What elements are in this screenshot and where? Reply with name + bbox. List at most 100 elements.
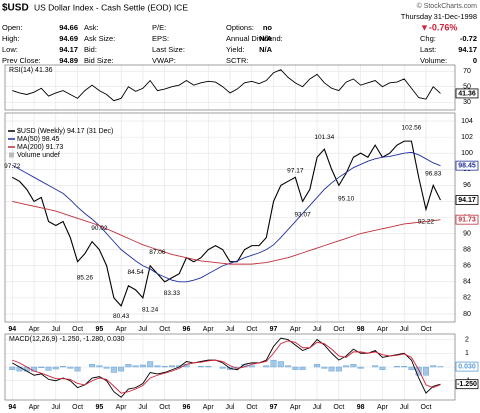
price-annotation: 97.17 <box>287 168 304 175</box>
y-tick-label: 70 <box>463 68 471 75</box>
histogram-bar <box>89 364 96 368</box>
x-tick-label: Apr <box>29 404 41 411</box>
x-tick-label: Jul <box>138 326 147 333</box>
histogram-bar <box>154 365 161 368</box>
histogram-bar <box>118 366 125 372</box>
x-tick-label: Apr <box>290 404 302 411</box>
y-tick-label: 30 <box>463 99 471 106</box>
histogram-bar <box>299 366 306 370</box>
legend-label: MA(50) 98.45 <box>17 136 60 143</box>
quote-label: VWAP: <box>152 56 176 65</box>
x-tick-label: Oct <box>72 404 83 411</box>
x-tick-label: Oct <box>421 326 432 333</box>
last-value-label: 91.73 <box>458 217 476 224</box>
summary-value: -0.72 <box>460 34 477 43</box>
x-tick-label: Jul <box>51 326 60 333</box>
price-annotation: 90.02 <box>91 225 108 232</box>
last-value-label: -1.250 <box>457 381 477 388</box>
x-tick-label: 97 <box>270 326 278 333</box>
x-tick-label: Jul <box>226 326 235 333</box>
quote-value: 94.17 <box>59 45 78 54</box>
quote-label: High: <box>2 34 20 43</box>
histogram-bar <box>277 361 284 368</box>
histogram-bar <box>168 365 175 368</box>
x-tick-label: Oct <box>333 326 344 333</box>
histogram-bar <box>38 366 45 368</box>
histogram-bar <box>45 366 52 371</box>
x-tick-label: Jul <box>400 404 409 411</box>
histogram-bar <box>60 366 67 368</box>
price-annotation: 80.43 <box>113 313 130 320</box>
histogram-bar <box>96 365 103 368</box>
legend-label: Volume undef <box>17 152 60 159</box>
x-tick-label: Apr <box>203 326 215 333</box>
x-tick-label: 96 <box>183 404 191 411</box>
quote-label: Ask Size: <box>84 34 115 43</box>
histogram-bar <box>9 366 16 370</box>
x-tick-label: Oct <box>246 326 257 333</box>
last-value-label: 94.17 <box>458 197 476 204</box>
histogram-bar <box>147 361 154 368</box>
summary-value: 94.17 <box>458 45 477 54</box>
legend-swatch <box>9 152 14 158</box>
histogram-bar <box>393 366 400 368</box>
histogram-bar <box>139 364 146 368</box>
price-annotation: 84.54 <box>128 269 145 276</box>
y-tick-label: 96 <box>463 182 471 189</box>
histogram-bar <box>343 365 350 368</box>
quote-value: 94.69 <box>59 34 78 43</box>
histogram-bar <box>263 365 270 368</box>
y-tick-label: 90 <box>463 230 471 237</box>
quote-value: no <box>263 23 273 32</box>
last-value-box <box>455 195 479 205</box>
panel-title: MACD(12,26,9) -1.250, -1.280, 0.030 <box>9 336 125 343</box>
series-line <box>12 151 441 283</box>
x-tick-label: 98 <box>357 404 365 411</box>
x-tick-label: Jul <box>51 404 60 411</box>
x-tick-label: Apr <box>29 326 41 333</box>
price-annotation: 96.83 <box>425 170 442 177</box>
quote-label: Last Size: <box>152 45 185 54</box>
histogram-bar <box>219 366 226 369</box>
quote-label: Options: <box>226 23 254 32</box>
quote-day: Thursday <box>401 12 433 21</box>
y-tick-label: 50 <box>463 84 471 91</box>
x-tick-label: Apr <box>377 326 389 333</box>
x-tick-label: Oct <box>421 404 432 411</box>
last-value-box <box>455 214 479 225</box>
price-annotation: 83.33 <box>164 290 181 297</box>
x-tick-label: Jul <box>138 404 147 411</box>
histogram-bar <box>125 364 132 368</box>
y-tick-label: 102 <box>461 134 473 141</box>
histogram-bar <box>328 366 335 372</box>
histogram-bar <box>350 364 357 368</box>
price-annotation: 81.24 <box>142 307 159 314</box>
histogram-bar <box>197 366 204 368</box>
y-tick-label: 84 <box>463 279 471 286</box>
price-annotation: 93.07 <box>294 212 311 219</box>
x-tick-label: Jul <box>400 326 409 333</box>
last-value-label: 41.36 <box>458 90 476 97</box>
summary-value: 0 <box>473 56 477 65</box>
x-tick-label: Apr <box>116 326 128 333</box>
quote-label: Bid: <box>84 45 97 54</box>
y-tick-label: 88 <box>463 246 471 253</box>
credit: © StockCharts.com <box>417 2 478 10</box>
panel-frame <box>4 333 456 401</box>
histogram-bar <box>292 366 299 370</box>
histogram-bar <box>67 366 74 369</box>
histogram-bar <box>422 366 429 376</box>
quote-label: Bid Size: <box>84 56 114 65</box>
histogram-bar <box>110 366 117 373</box>
summary-label: Chg: <box>420 34 436 43</box>
x-tick-label: Jul <box>313 404 322 411</box>
last-value-label: 0.030 <box>458 363 476 370</box>
x-tick-label: Jul <box>226 404 235 411</box>
quote-value: N/A <box>259 34 273 43</box>
x-tick-label: Apr <box>290 326 302 333</box>
histogram-bar <box>372 365 379 368</box>
histogram-bar <box>270 359 277 368</box>
last-value-box <box>455 379 479 390</box>
histogram-bar <box>74 366 81 372</box>
